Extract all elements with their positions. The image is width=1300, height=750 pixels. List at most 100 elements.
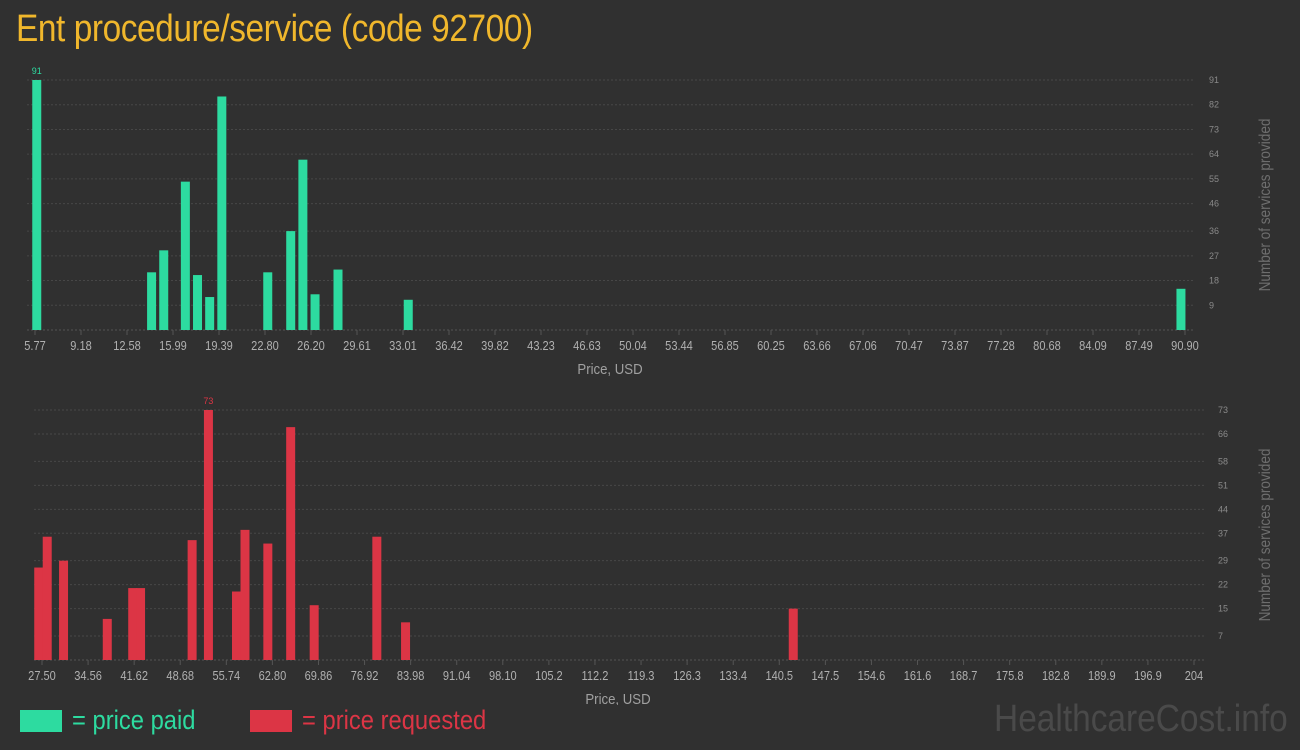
paid-bar <box>193 275 203 330</box>
req-x-tick-label: 34.56 <box>74 668 102 683</box>
req-x-tick-label: 55.74 <box>213 668 241 683</box>
req-bar <box>372 536 382 660</box>
req-x-tick-label: 98.10 <box>489 668 517 683</box>
paid-x-tick-label: 29.61 <box>343 338 371 353</box>
paid-x-tick-label: 22.80 <box>251 338 279 353</box>
req-x-tick-label: 27.50 <box>28 668 56 683</box>
paid-bar <box>286 231 296 330</box>
chart-price-requested: 7 15 22 29 37 44 51 58 66 73 27.50 34.56 41.62 48.68 5… <box>28 396 1274 705</box>
req-x-axis-label: Price, USD <box>585 690 650 705</box>
paid-bar <box>298 159 308 330</box>
paid-bar <box>32 80 42 330</box>
chart-price-paid: 9 18 27 36 46 55 64 73 82 91 5.77 9.18 12.58 15.99 19.… <box>24 66 1274 377</box>
req-x-tick-label: 119.3 <box>628 668 655 683</box>
paid-x-tick-label: 53.44 <box>665 338 693 353</box>
paid-y-tick-label: 27 <box>1209 251 1219 261</box>
req-x-tick-label: 147.5 <box>812 668 840 683</box>
paid-x-tick-label: 77.28 <box>987 338 1015 353</box>
paid-x-tick-label: 56.85 <box>711 338 739 353</box>
paid-x-tick-label: 5.77 <box>24 338 46 353</box>
paid-x-tick-label: 19.39 <box>205 338 233 353</box>
req-y-tick-label: 29 <box>1218 556 1228 566</box>
paid-x-tick-label: 90.90 <box>1171 338 1199 353</box>
paid-x-tick-label: 87.49 <box>1125 338 1153 353</box>
legend-item-price-requested: = price requested <box>250 705 511 736</box>
req-x-tick-label: 196.9 <box>1134 668 1162 683</box>
paid-x-tick-label: 26.20 <box>297 338 325 353</box>
paid-bar <box>217 96 227 330</box>
req-y-tick-label: 22 <box>1218 580 1228 590</box>
paid-x-tick-label: 80.68 <box>1033 338 1061 353</box>
req-x-tick-label: 69.86 <box>305 668 333 683</box>
req-bar <box>263 543 273 660</box>
req-bar <box>187 540 197 660</box>
paid-x-tick-label: 73.87 <box>941 338 969 353</box>
paid-max-label: 91 <box>32 66 42 76</box>
req-bar <box>401 622 411 660</box>
paid-bar <box>180 181 190 330</box>
paid-x-tick-label: 60.25 <box>757 338 785 353</box>
paid-y-axis-label: Number of services provided <box>1257 119 1274 292</box>
req-y-tick-label: 37 <box>1218 528 1228 538</box>
req-x-tick-label: 204 <box>1185 668 1204 683</box>
legend-label-price-requested: = price requested <box>302 705 487 735</box>
req-y-tick-label: 66 <box>1218 429 1228 439</box>
req-bar <box>128 588 138 660</box>
req-y-tick-label: 44 <box>1218 504 1228 514</box>
paid-x-tick-label: 12.58 <box>113 338 141 353</box>
paid-x-tick-label: 84.09 <box>1079 338 1107 353</box>
paid-x-tick-label: 67.06 <box>849 338 877 353</box>
paid-bar <box>263 272 273 330</box>
paid-x-tick-label: 36.42 <box>435 338 463 353</box>
paid-x-tick-label: 33.01 <box>389 338 417 353</box>
req-x-tick-label: 48.68 <box>166 668 194 683</box>
req-x-tick-label: 62.80 <box>259 668 287 683</box>
req-bar <box>232 591 242 660</box>
paid-bar <box>403 299 413 330</box>
req-bar <box>59 560 69 660</box>
legend-item-price-paid: = price paid <box>20 705 212 736</box>
req-y-tick-label: 7 <box>1218 631 1223 641</box>
req-bar <box>240 529 250 660</box>
paid-y-tick-label: 91 <box>1209 75 1219 85</box>
paid-y-tick-label: 82 <box>1209 100 1219 110</box>
req-y-tick-label: 51 <box>1218 480 1228 490</box>
paid-bar <box>205 297 215 330</box>
req-x-tick-label: 126.3 <box>673 668 701 683</box>
legend-label-price-paid: = price paid <box>72 705 196 735</box>
req-bar <box>286 427 296 660</box>
paid-bar <box>1176 288 1186 330</box>
page-title: Ent procedure/service (code 92700) <box>16 8 533 50</box>
watermark: HealthcareCost.info <box>994 698 1288 740</box>
paid-bar <box>310 294 320 330</box>
paid-y-tick-label: 18 <box>1209 276 1219 286</box>
req-x-tick-label: 83.98 <box>397 668 425 683</box>
req-y-tick-label: 58 <box>1218 456 1228 466</box>
req-x-tick-label: 112.2 <box>582 668 609 683</box>
legend-swatch-price-paid <box>20 709 62 732</box>
paid-x-axis-label: Price, USD <box>577 360 642 377</box>
req-x-tick-label: 161.6 <box>904 668 932 683</box>
req-bar <box>309 605 319 660</box>
legend-swatch-price-requested <box>250 709 292 732</box>
req-bar <box>788 608 798 660</box>
req-bar <box>42 536 52 660</box>
paid-y-tick-label: 36 <box>1209 226 1219 236</box>
paid-x-tick-label: 46.63 <box>573 338 601 353</box>
paid-x-tick-label: 70.47 <box>895 338 923 353</box>
req-bar <box>136 588 146 660</box>
req-max-label: 73 <box>203 396 213 406</box>
paid-bar <box>147 272 157 330</box>
req-x-tick-label: 91.04 <box>443 668 471 683</box>
req-x-tick-label: 140.5 <box>765 668 793 683</box>
paid-x-tick-label: 43.23 <box>527 338 555 353</box>
req-x-tick-label: 154.6 <box>858 668 886 683</box>
paid-x-tick-label: 63.66 <box>803 338 831 353</box>
req-x-tick-label: 105.2 <box>535 668 563 683</box>
req-y-axis-label: Number of services provided <box>1257 449 1274 622</box>
paid-x-tick-label: 39.82 <box>481 338 509 353</box>
req-bar <box>34 567 44 660</box>
req-bar <box>203 410 213 660</box>
req-x-tick-label: 76.92 <box>351 668 379 683</box>
req-x-tick-label: 133.4 <box>719 668 747 683</box>
